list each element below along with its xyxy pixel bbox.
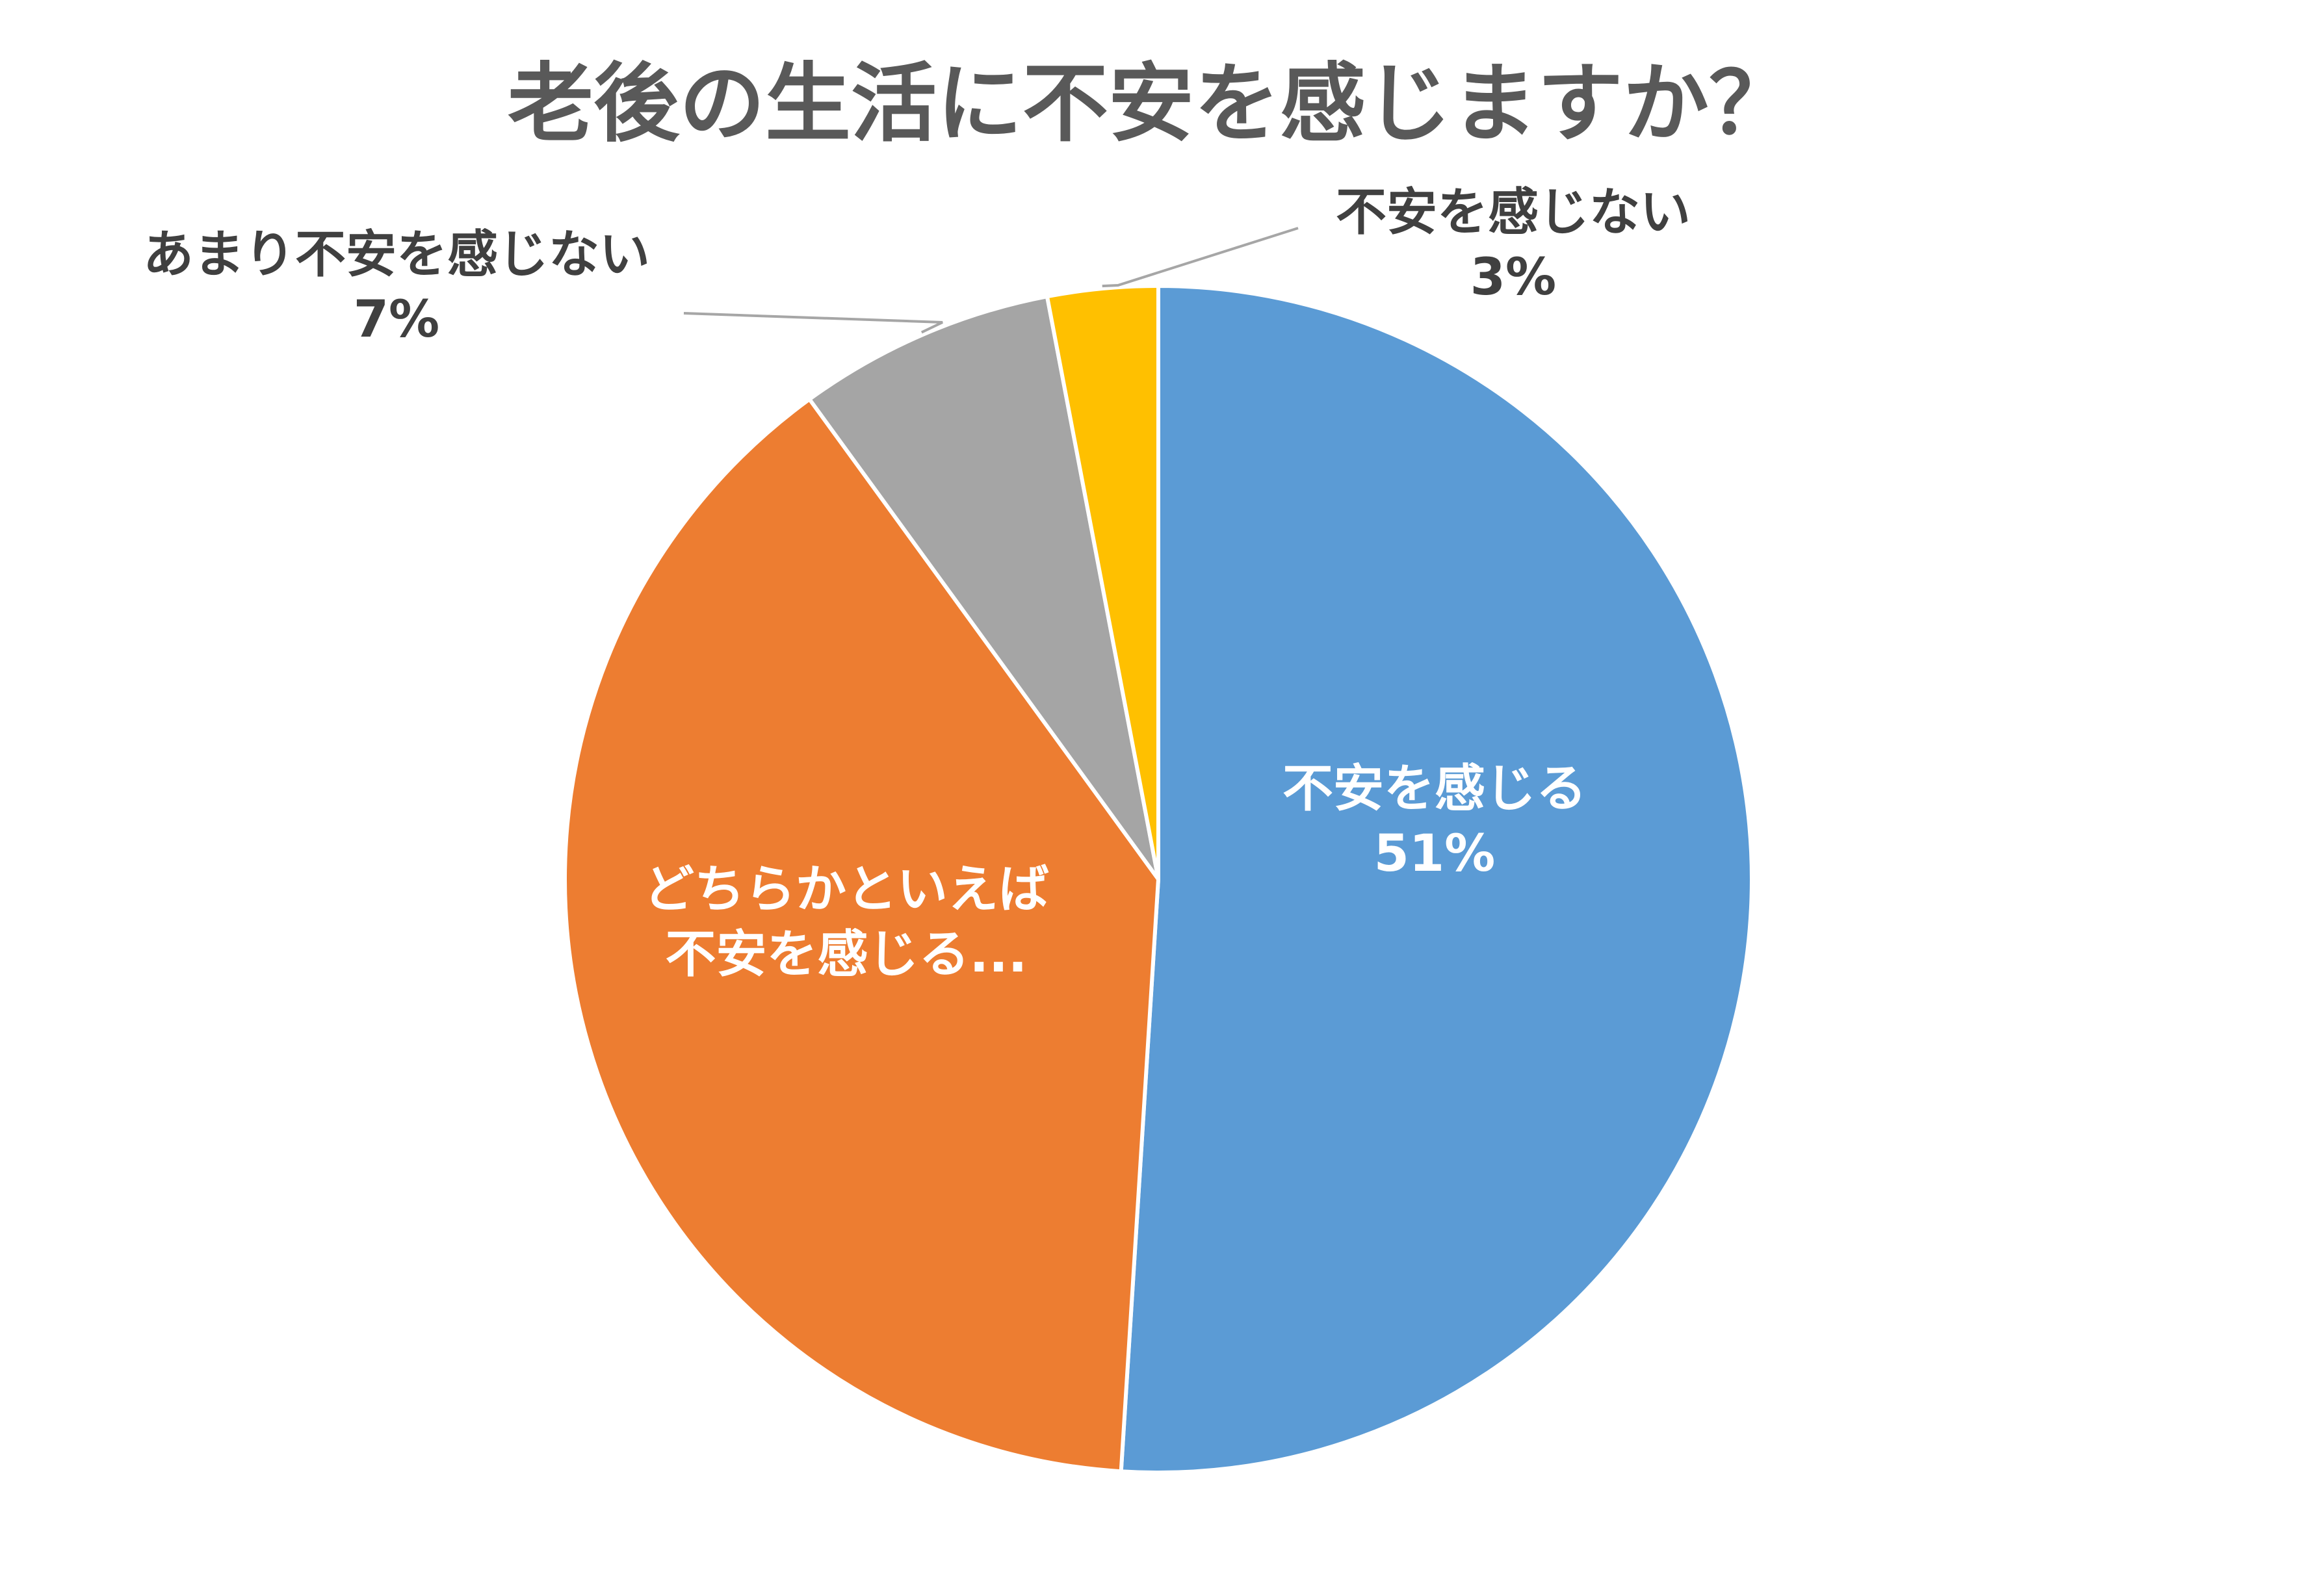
slice-3-category-label: あまり不安を感じない [143,225,650,284]
slice-1-category-label: 不安を感じる [1282,760,1587,818]
chart-title: 老後の生活に不安を感じますか？ [508,54,1795,154]
slice-4-percent-label: 3% [1470,248,1556,307]
pie-slice-4 [1045,284,1160,881]
slice-2-category-label: どちらかといえば [644,860,1049,919]
pie-slice-2 [563,397,1160,1474]
slice-2-category-label: 不安を感じる... [666,925,1028,984]
leader-lines [683,227,1299,334]
slice-3-leader-line [683,312,943,334]
pie-slice-1 [1119,284,1754,1474]
slice-4-leader-line [1102,227,1299,288]
pie-slices [563,284,1754,1474]
slice-4-category-label: 不安を感じない [1336,183,1691,242]
slice-1-percent-label: 51% [1374,825,1496,883]
slice-3-percent-label: 7% [354,290,439,349]
pie-slice-3 [807,294,1160,881]
